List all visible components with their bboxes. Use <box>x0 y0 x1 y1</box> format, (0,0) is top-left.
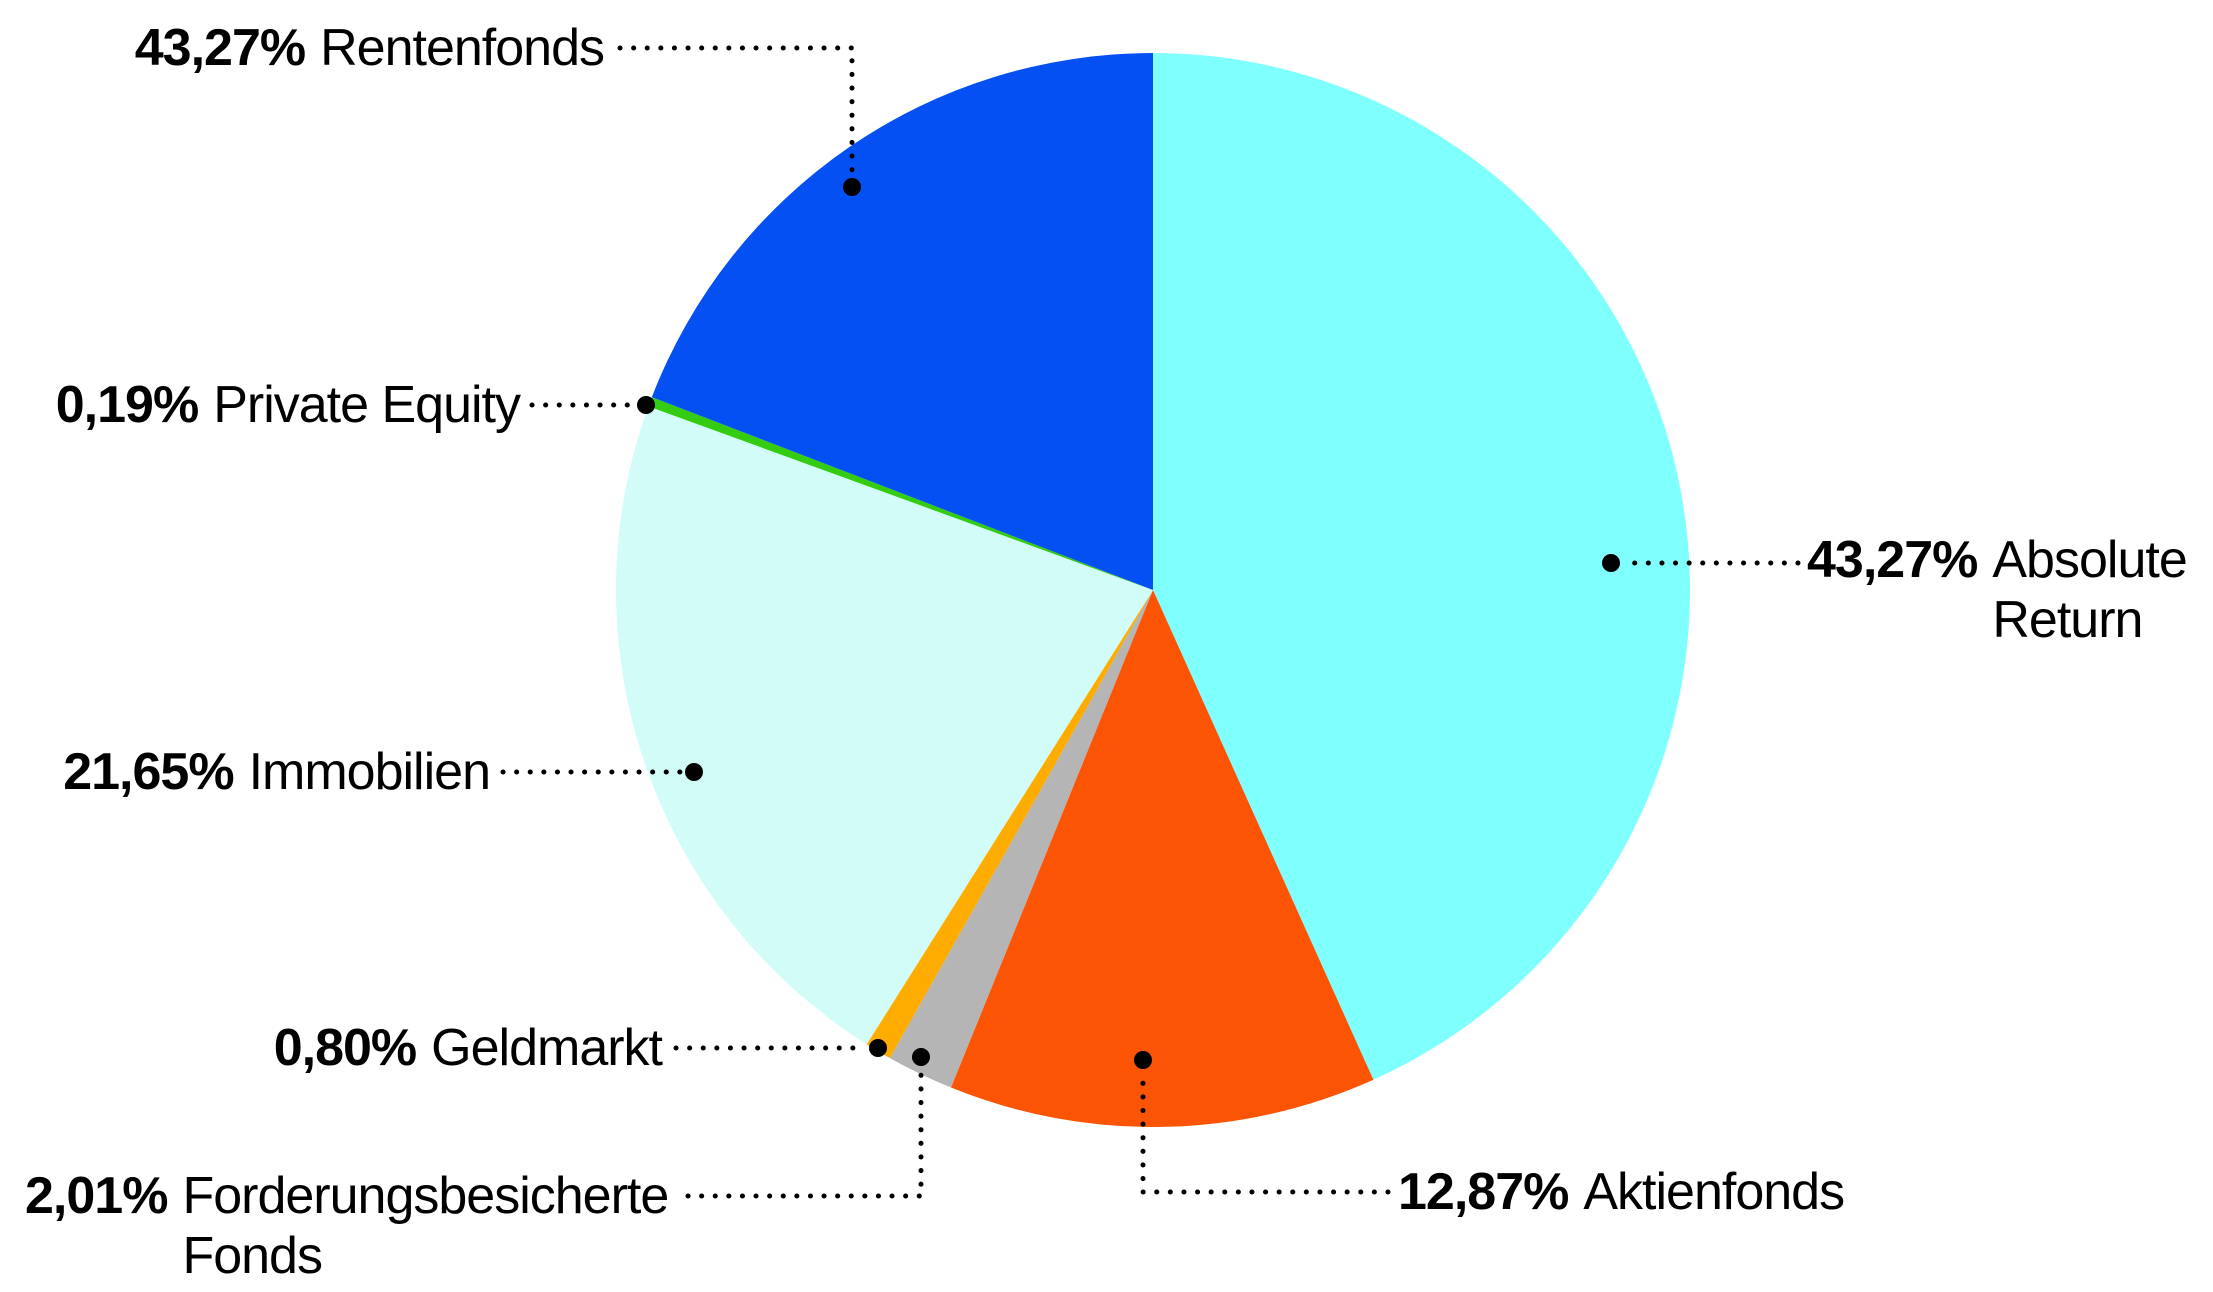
leader-lines <box>500 45 1801 1199</box>
label-forderungsbesicherte: 2,01% Forderungsbesicherte Fonds <box>25 1166 702 1286</box>
leader-line-rentenfonds <box>617 45 855 175</box>
pie-slice-private-equity <box>648 397 1153 590</box>
label-aktienfonds-name: Aktienfonds <box>1583 1163 1845 1221</box>
leader-line-aktienfonds <box>1140 1072 1391 1195</box>
label-geldmarkt-name: Geldmarkt <box>431 1019 663 1077</box>
label-private-equity-name: Private Equity <box>213 376 521 434</box>
pie-slice-immobilien <box>616 406 1153 1045</box>
marker-dot-private-equity <box>637 396 655 414</box>
label-private-equity: 0,19% Private Equity <box>55 375 521 435</box>
label-aktienfonds: 12,87% Aktienfonds <box>1398 1162 1845 1222</box>
label-absolute-return-name: Absolute Return <box>1992 531 2187 649</box>
label-private-equity-pct: 0,19% <box>55 376 199 434</box>
label-absolute-return: 43,27% Absolute Return <box>1807 530 2213 650</box>
label-immobilien: 21,65% Immobilien <box>63 742 491 802</box>
label-absolute-return-pct: 43,27% <box>1807 531 1978 589</box>
marker-dot-aktienfonds <box>1134 1051 1152 1069</box>
marker-dot-geldmarkt <box>869 1039 887 1057</box>
label-aktienfonds-pct: 12,87% <box>1398 1163 1569 1221</box>
label-geldmarkt: 0,80% Geldmarkt <box>273 1018 663 1078</box>
label-immobilien-pct: 21,65% <box>63 743 234 801</box>
leader-markers <box>637 178 1620 1069</box>
pie-slice-aktienfonds <box>950 590 1374 1128</box>
pie-slice-absolute-return <box>1153 53 1690 1080</box>
label-forderungsbesicherte-name: Forderungsbesicherte Fonds <box>182 1167 669 1285</box>
pie-slices <box>616 53 1690 1128</box>
label-rentenfonds-pct: 43,27% <box>134 19 306 77</box>
marker-dot-forderungsbesicherte <box>912 1048 930 1066</box>
marker-dot-immobilien <box>685 763 703 781</box>
marker-dot-absolute-return <box>1602 554 1620 572</box>
pie-slice-rentenfonds <box>651 53 1153 590</box>
label-rentenfonds-name: Rentenfonds <box>320 19 605 77</box>
label-rentenfonds: 43,27% Rentenfonds <box>134 18 605 78</box>
marker-dot-rentenfonds <box>843 178 861 196</box>
label-geldmarkt-pct: 0,80% <box>273 1019 417 1077</box>
pie-slice-forderungsbesicherte-fonds <box>889 590 1153 1088</box>
leader-line-forderungsbesicherte <box>685 1069 924 1199</box>
label-forderungsbesicherte-pct: 2,01% <box>25 1167 168 1225</box>
pie-slice-geldmarkt <box>866 590 1153 1059</box>
label-immobilien-name: Immobilien <box>248 743 491 801</box>
